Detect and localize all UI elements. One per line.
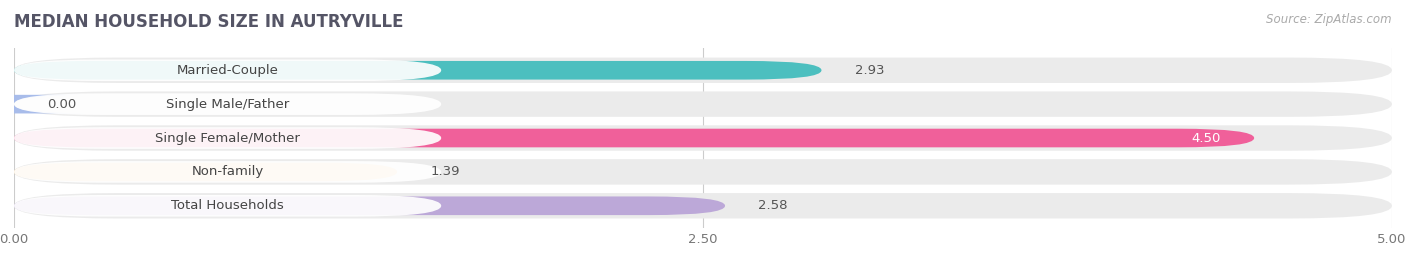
FancyBboxPatch shape (14, 59, 441, 81)
FancyBboxPatch shape (14, 159, 1392, 185)
FancyBboxPatch shape (14, 91, 1392, 117)
Text: Total Households: Total Households (172, 199, 284, 212)
Text: Non-family: Non-family (191, 165, 264, 178)
FancyBboxPatch shape (14, 61, 821, 80)
Text: 2.93: 2.93 (855, 64, 884, 77)
FancyBboxPatch shape (14, 93, 441, 115)
Text: Source: ZipAtlas.com: Source: ZipAtlas.com (1267, 13, 1392, 27)
Text: MEDIAN HOUSEHOLD SIZE IN AUTRYVILLE: MEDIAN HOUSEHOLD SIZE IN AUTRYVILLE (14, 13, 404, 31)
Text: 0.00: 0.00 (48, 98, 77, 111)
Text: 1.39: 1.39 (430, 165, 460, 178)
Text: Single Female/Mother: Single Female/Mother (155, 132, 299, 144)
Text: Single Male/Father: Single Male/Father (166, 98, 290, 111)
FancyBboxPatch shape (14, 161, 441, 183)
FancyBboxPatch shape (14, 127, 441, 149)
FancyBboxPatch shape (14, 196, 725, 215)
Text: 2.58: 2.58 (758, 199, 787, 212)
FancyBboxPatch shape (14, 129, 1254, 147)
FancyBboxPatch shape (14, 125, 1392, 151)
FancyBboxPatch shape (0, 95, 90, 113)
FancyBboxPatch shape (14, 58, 1392, 83)
FancyBboxPatch shape (14, 195, 441, 217)
FancyBboxPatch shape (14, 163, 396, 181)
FancyBboxPatch shape (14, 193, 1392, 218)
Text: Married-Couple: Married-Couple (177, 64, 278, 77)
Text: 4.50: 4.50 (1192, 132, 1220, 144)
